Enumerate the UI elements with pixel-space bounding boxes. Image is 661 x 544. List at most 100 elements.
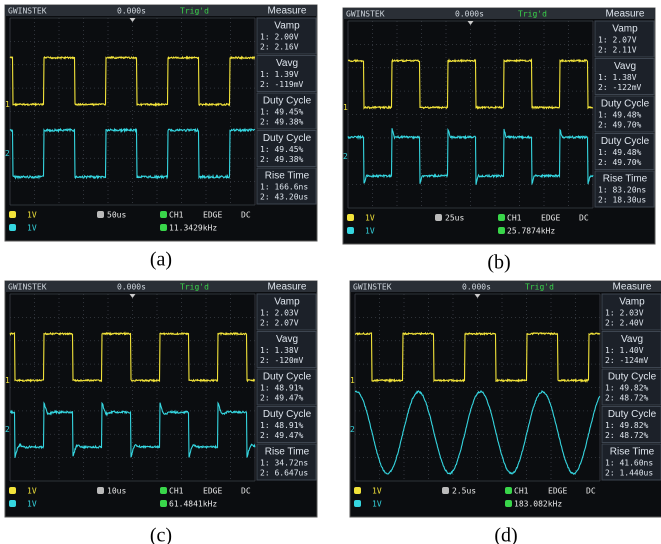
menu-title: Measure <box>613 282 652 293</box>
ch2-scale: 1V <box>372 500 382 509</box>
menu-title: Measure <box>268 6 307 17</box>
trigger-time: 0.000s <box>117 7 146 16</box>
measure-ch2: 2: 1.440us <box>605 469 653 478</box>
ch2-badge <box>354 500 361 507</box>
menu-title: Measure <box>606 9 645 20</box>
measure-ch1: 1: 2.03V <box>605 309 644 318</box>
ch1-scale: 1V <box>372 487 382 496</box>
trigger-coupling: DC <box>586 487 596 496</box>
measure-ch2: 2: 2.11V <box>598 46 637 55</box>
caption: (d) <box>494 525 517 544</box>
measure-title: Duty Cycle <box>263 409 312 420</box>
measure-ch2: 2: -124mV <box>605 356 649 365</box>
ch2-marker: 2 <box>5 149 10 158</box>
measure-title: Rise Time <box>265 447 310 458</box>
timebase-badge <box>442 487 449 494</box>
frequency-badge <box>160 500 167 507</box>
measure-ch1: 1: 2.00V <box>260 33 299 42</box>
measure-ch2: 2: 48.72% <box>605 431 649 440</box>
trigger-type: EDGE <box>541 214 560 223</box>
frequency: 11.3429kHz <box>169 224 217 233</box>
trigger-time: 0.000s <box>117 283 146 292</box>
measure-ch1: 1: 2.07V <box>598 36 637 45</box>
measure-ch1: 1: 34.72ns <box>260 459 308 468</box>
measure-ch1: 1: 166.6ns <box>260 183 308 192</box>
ch1-badge <box>347 214 354 221</box>
trigger-status: Trig'd <box>180 283 209 292</box>
trigger-status: Trig'd <box>518 10 547 19</box>
trigger-source: CH1 <box>169 211 184 220</box>
measure-ch1: 1: 1.40V <box>605 346 644 355</box>
trigger-source: CH1 <box>514 487 529 496</box>
measure-ch1: 1: 1.39V <box>260 70 299 79</box>
measure-title: Vavg <box>276 58 298 69</box>
trigger-status: Trig'd <box>180 7 209 16</box>
measure-title: Duty Cycle <box>263 372 312 383</box>
measure-title: Duty Cycle <box>263 96 312 107</box>
trigger-source: CH1 <box>169 487 184 496</box>
measure-ch1: 1: 83.20ns <box>598 186 646 195</box>
brand: GWINSTEK <box>346 10 385 19</box>
ch1-scale: 1V <box>27 211 37 220</box>
measure-ch2: 2: 2.40V <box>605 319 644 328</box>
measure-ch1: 1: 41.60ns <box>605 459 653 468</box>
measure-ch2: 2: 6.647us <box>260 469 308 478</box>
ch2-scale: 1V <box>365 227 375 236</box>
measure-title: Vamp <box>274 297 300 308</box>
measure-title: Duty Cycle <box>608 409 657 420</box>
measure-title: Rise Time <box>610 447 655 458</box>
measure-ch2: 2: 43.20us <box>260 193 308 202</box>
measure-ch1: 1: 49.82% <box>605 384 649 393</box>
measure-title: Vavg <box>621 334 643 345</box>
measure-ch2: 2: 48.72% <box>605 394 649 403</box>
frequency: 25.7874kHz <box>507 227 555 236</box>
timebase-badge <box>435 214 442 221</box>
brand: GWINSTEK <box>353 283 392 292</box>
ch2-marker: 2 <box>343 152 348 161</box>
measure-title: Duty Cycle <box>263 133 312 144</box>
timebase: 10us <box>107 487 126 496</box>
trigger-badge <box>160 487 167 494</box>
measure-ch2: 2: -119mV <box>260 80 304 89</box>
measure-title: Vamp <box>612 24 638 35</box>
measure-title: Vavg <box>276 334 298 345</box>
caption: (b) <box>487 252 510 274</box>
measure-ch2: 2: 49.70% <box>598 158 642 167</box>
trigger-badge <box>505 487 512 494</box>
measure-title: Duty Cycle <box>601 136 650 147</box>
measure-title: Duty Cycle <box>601 99 650 110</box>
frequency-badge <box>160 224 167 231</box>
menu-title: Measure <box>268 282 307 293</box>
measure-ch2: 2: 2.07V <box>260 319 299 328</box>
measure-ch2: 2: 2.16V <box>260 43 299 52</box>
ch1-badge <box>354 487 361 494</box>
measure-title: Rise Time <box>265 171 310 182</box>
ch2-scale: 1V <box>27 500 37 509</box>
trigger-coupling: DC <box>241 211 251 220</box>
measure-title: Rise Time <box>603 174 648 185</box>
ch1-marker: 1 <box>343 103 348 112</box>
trigger-type: EDGE <box>203 211 222 220</box>
measure-ch1: 1: 49.82% <box>605 421 649 430</box>
measure-title: Duty Cycle <box>608 372 657 383</box>
caption: (c) <box>150 525 172 544</box>
measure-ch1: 1: 48.91% <box>260 384 304 393</box>
ch1-marker: 1 <box>350 376 355 385</box>
trigger-type: EDGE <box>548 487 567 496</box>
ch2-badge <box>347 227 354 234</box>
measure-title: Vavg <box>614 61 636 72</box>
trigger-badge <box>160 211 167 218</box>
trigger-type: EDGE <box>203 487 222 496</box>
ch1-marker: 1 <box>5 376 10 385</box>
measure-ch2: 2: 49.47% <box>260 431 304 440</box>
trigger-source: CH1 <box>507 214 522 223</box>
frequency-badge <box>505 500 512 507</box>
ch2-badge <box>9 224 16 231</box>
ch2-badge <box>9 500 16 507</box>
timebase: 2.5us <box>452 487 476 496</box>
timebase-badge <box>97 211 104 218</box>
brand: GWINSTEK <box>8 283 47 292</box>
measure-ch2: 2: 49.38% <box>260 155 304 164</box>
